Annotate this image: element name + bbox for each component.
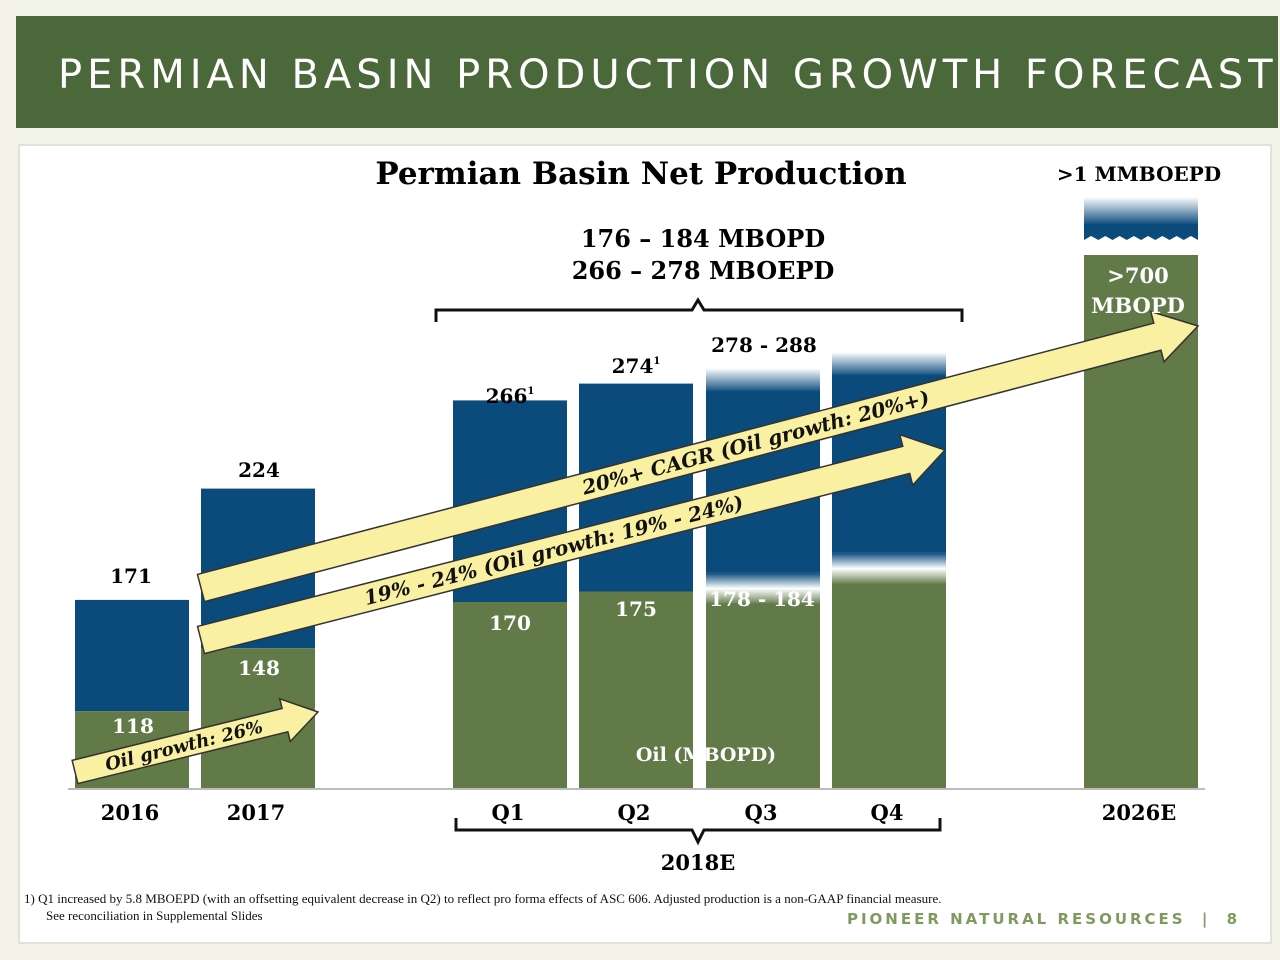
bar-oil-q3: [706, 603, 820, 789]
total-label-2026e: >1 MMBOEPD: [1057, 162, 1221, 186]
oil-label-2026e-line1: >700: [1107, 263, 1168, 288]
title-bar: PERMIAN BASIN PRODUCTION GROWTH FORECAST: [16, 16, 1278, 128]
category-label-2017: 2017: [227, 800, 285, 825]
oil-label-q1: 170: [489, 611, 531, 635]
brand-footer: PIONEER NATURAL RESOURCES | 8: [847, 910, 1240, 928]
growth-arrow-3: 20%+ CAGR (Oil growth: 20%+): [196, 310, 1200, 603]
bar-total-range-q3: [706, 368, 820, 393]
axis-break-2026e: [1084, 236, 1198, 255]
total-label-q2: 2741: [612, 354, 661, 378]
brand-name: PIONEER NATURAL RESOURCES: [846, 910, 1186, 928]
total-label-2016: 171: [110, 564, 152, 588]
bar-total-range-q4: [832, 352, 946, 377]
legend-oil-label: Oil (MBOPD): [636, 744, 776, 766]
page-number: 8: [1226, 910, 1240, 928]
chart-title: Permian Basin Net Production: [375, 156, 906, 192]
total-label-q3: 278 - 288: [711, 333, 817, 357]
category-label-q4: Q4: [871, 800, 904, 825]
guidance-brace: [434, 297, 964, 322]
brand-separator: |: [1201, 910, 1211, 928]
category-label-q3: Q3: [745, 800, 778, 825]
category-label-q2: Q2: [618, 800, 651, 825]
bar-oil-q1: [453, 602, 567, 789]
bar-oil-range-q3: [706, 572, 820, 605]
bar-oil-q4: [832, 583, 946, 789]
category-label-2016: 2016: [101, 800, 159, 825]
bar-total-2016: [75, 599, 189, 712]
slide-title: PERMIAN BASIN PRODUCTION GROWTH FORECAST: [58, 52, 1278, 98]
year-brace: [454, 818, 942, 846]
growth-arrow-shape-2: [196, 433, 947, 655]
oil-label-q3: 178 - 184: [709, 587, 815, 611]
oil-label-2026e-line2: MBOPD: [1091, 293, 1185, 318]
total-label-2017: 224: [238, 458, 280, 482]
group-label-2018e: 2018E: [661, 850, 735, 875]
growth-arrow-shape-1: [71, 697, 320, 785]
bar-oil-range-q4: [832, 552, 946, 585]
oil-label-q2: 175: [615, 597, 657, 621]
category-label-2026e: 2026E: [1102, 800, 1176, 825]
bar-total-2026e: [1084, 197, 1198, 225]
guidance-oil: 176 – 184 MBOPD: [581, 224, 825, 253]
bar-oil-q2: [579, 591, 693, 789]
oil-label-2017: 148: [238, 656, 280, 680]
total-label-q1: 2661: [486, 384, 535, 408]
footnote-line-2: See reconciliation in Supplemental Slide…: [46, 908, 263, 923]
oil-label-2016: 118: [112, 714, 154, 738]
footnote-line-1: 1) Q1 increased by 5.8 MBOEPD (with an o…: [24, 891, 942, 906]
growth-arrow-shape-3: [196, 310, 1200, 603]
guidance-total: 266 – 278 MBOEPD: [572, 256, 835, 285]
bar-total-base-2026e: [1084, 224, 1198, 240]
category-label-q1: Q1: [492, 800, 525, 825]
